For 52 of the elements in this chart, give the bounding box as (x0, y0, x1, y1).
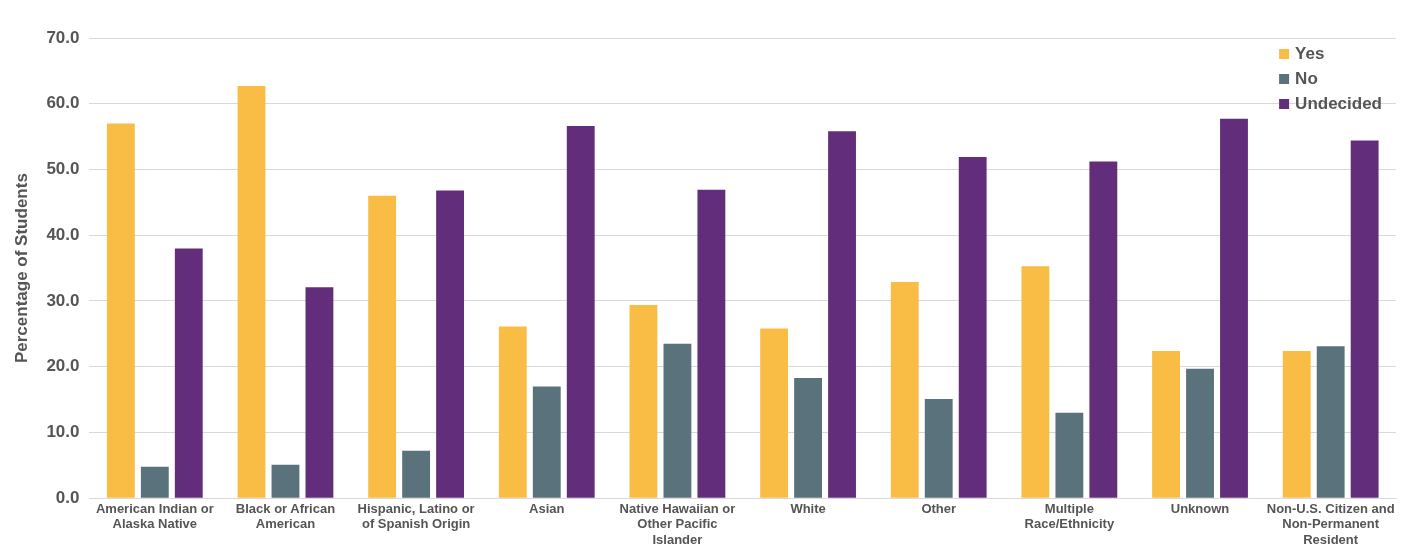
bar (368, 195, 397, 498)
x-tick-label: Non-U.S. Citizen and Non-Permanent Resident (1266, 500, 1395, 547)
x-tick-label: Black or African American (235, 500, 336, 532)
bar (532, 386, 561, 498)
bar (402, 450, 431, 498)
bar (305, 287, 334, 498)
bar (436, 190, 465, 498)
bar (140, 466, 169, 498)
x-tick-label: Multiple Race/Ethnicity (1024, 500, 1115, 532)
bar (890, 281, 919, 498)
bar (828, 131, 856, 498)
bar (1055, 412, 1084, 498)
y-tick-label: 50.0 (46, 159, 80, 179)
bar (174, 248, 203, 498)
bar (663, 343, 692, 498)
legend-label: Undecided (1295, 93, 1383, 113)
bar (1021, 266, 1050, 498)
bar (697, 189, 726, 498)
legend-label: No (1295, 68, 1318, 88)
y-tick-label: 60.0 (46, 93, 80, 113)
bar (1089, 161, 1118, 498)
x-tick-label: White (790, 500, 826, 516)
bar (924, 398, 953, 498)
bar (958, 157, 987, 498)
bar (271, 464, 300, 498)
bar (237, 85, 266, 498)
y-axis-title: Percentage of Students (11, 173, 31, 364)
y-tick-label: 40.0 (46, 224, 80, 244)
x-tick-label: Native Hawaiian or Other Pacific Islander (619, 500, 736, 547)
bar (1282, 350, 1311, 498)
x-tick-label: Asian (529, 500, 565, 516)
bar (1220, 118, 1248, 498)
x-tick-label: American Indian or Alaska Native (95, 500, 214, 532)
bar (1316, 346, 1345, 498)
bar (498, 326, 527, 498)
bar (629, 304, 658, 498)
y-tick-label: 70.0 (46, 27, 80, 47)
bar (106, 123, 135, 498)
x-tick-label: Hispanic, Latino or of Spanish Origin (357, 500, 475, 532)
x-tick-label: Other (921, 500, 957, 516)
y-tick-label: 30.0 (46, 290, 80, 310)
bar (1350, 140, 1379, 498)
bar (1152, 350, 1180, 498)
x-tick-label: Unknown (1170, 500, 1230, 516)
bar (760, 328, 789, 498)
y-tick-label: 0.0 (55, 487, 80, 507)
y-tick-label: 20.0 (46, 356, 80, 376)
legend-label: Yes (1295, 43, 1325, 63)
bar (794, 377, 822, 498)
bar (566, 126, 595, 498)
y-tick-label: 10.0 (46, 422, 80, 442)
bar (1186, 368, 1214, 498)
